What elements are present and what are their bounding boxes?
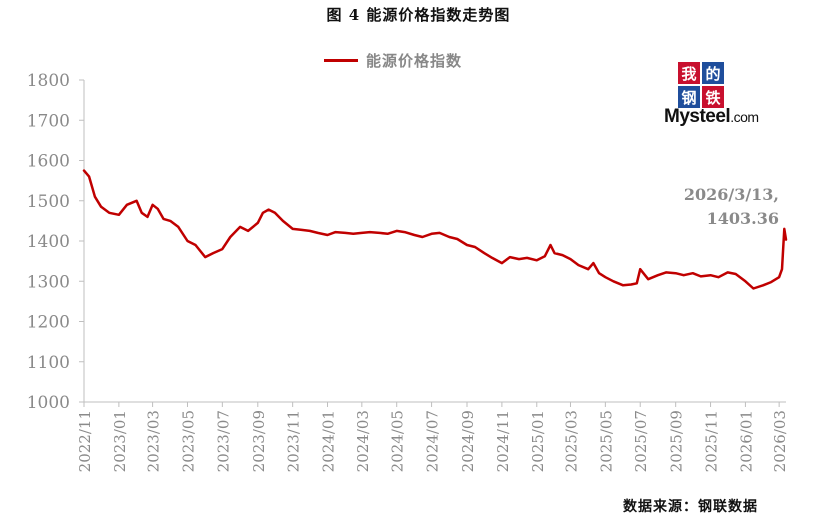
logo-wordmark-main: Mysteel (664, 106, 731, 127)
x-tick-label: 2024/11 (494, 410, 512, 472)
x-tick-label: 2025/05 (597, 410, 615, 472)
axis-layer (79, 79, 786, 407)
x-tick-label: 2023/03 (145, 410, 163, 472)
y-tick-label: 1200 (27, 313, 70, 333)
legend-swatch (324, 58, 358, 62)
x-tick-label: 2025/11 (703, 410, 721, 472)
y-tick-label: 1600 (27, 152, 70, 172)
logo-character-grid: 我 的 钢 铁 (678, 62, 724, 108)
series-line-energy-price-index (82, 169, 788, 290)
y-tick-label: 1500 (27, 192, 70, 212)
x-tick-label: 2023/11 (285, 410, 303, 472)
x-tick-label: 2025/01 (529, 410, 547, 472)
last-value-annotation: 2026/3/13, 1403.36 (684, 183, 779, 231)
data-source-note: 数据来源：钢联数据 (623, 499, 758, 515)
x-tick-label: 2023/07 (214, 410, 232, 472)
x-tick-label: 2025/03 (562, 410, 580, 472)
x-tick-label: 2023/09 (250, 410, 268, 472)
legend: 能源价格指数 (324, 46, 462, 74)
x-tick-label: 2024/09 (459, 410, 477, 472)
mysteel-logo: 我 的 钢 铁 Mysteel.com (660, 62, 770, 128)
logo-wordmark-suffix: .com (730, 109, 759, 125)
x-tick-label: 2024/05 (389, 410, 407, 472)
y-tick-label: 1000 (27, 393, 70, 413)
logo-wordmark: Mysteel.com (664, 106, 759, 128)
x-tick-label: 2024/03 (354, 410, 372, 472)
x-tick-label: 2022/11 (76, 410, 94, 472)
x-tick-label: 2024/01 (320, 410, 338, 472)
y-tick-label: 1800 (27, 71, 70, 91)
y-tick-label: 1300 (27, 272, 70, 292)
y-tick-label: 1100 (27, 353, 70, 373)
annotation-date: 2026/3/13, (683, 185, 779, 204)
x-tick-label: 2026/01 (737, 410, 755, 472)
annotation-value: 1403.36 (706, 209, 779, 228)
x-tick-label: 2023/01 (111, 410, 129, 472)
x-tick-label: 2025/07 (632, 410, 650, 472)
legend-label: 能源价格指数 (366, 51, 463, 70)
tick-label-layer: 1000 1100 1200 1300 1400 1500 1600 1700 1800 2022… (27, 71, 789, 472)
series-layer (82, 169, 788, 290)
logo-char: 铁 (702, 86, 724, 108)
logo-char: 钢 (678, 86, 700, 108)
x-tick-label: 2023/05 (179, 410, 197, 472)
chart-title: 图 4 能源价格指数走势图 (326, 6, 511, 24)
x-tick-label: 2025/09 (668, 410, 686, 472)
logo-char: 的 (702, 62, 724, 84)
y-tick-label: 1700 (27, 111, 70, 131)
y-tick-label: 1400 (27, 232, 70, 252)
logo-char: 我 (678, 62, 700, 84)
x-tick-label: 2024/07 (424, 410, 442, 472)
x-tick-label: 2026/03 (771, 410, 789, 472)
